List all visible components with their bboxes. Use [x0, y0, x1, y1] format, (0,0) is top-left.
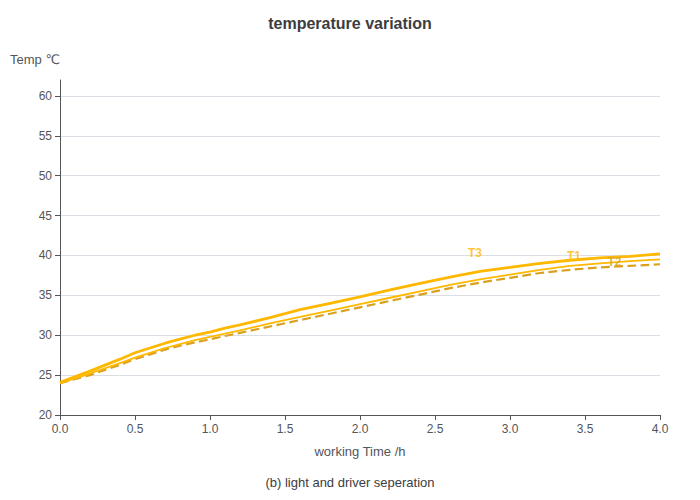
svg-text:55: 55: [39, 129, 53, 143]
svg-text:T3: T3: [468, 246, 482, 260]
svg-text:T1: T1: [567, 249, 581, 263]
svg-text:0.0: 0.0: [52, 422, 69, 436]
svg-text:1.0: 1.0: [202, 422, 219, 436]
svg-text:working Time /h: working Time /h: [313, 444, 405, 459]
svg-text:30: 30: [39, 328, 53, 342]
svg-text:45: 45: [39, 209, 53, 223]
svg-text:50: 50: [39, 169, 53, 183]
svg-text:35: 35: [39, 288, 53, 302]
svg-text:2.0: 2.0: [352, 422, 369, 436]
svg-text:Temp ℃: Temp ℃: [10, 52, 60, 67]
svg-text:40: 40: [39, 248, 53, 262]
svg-text:3.0: 3.0: [502, 422, 519, 436]
svg-text:20: 20: [39, 408, 53, 422]
svg-text:1.5: 1.5: [277, 422, 294, 436]
svg-text:T2: T2: [608, 255, 622, 269]
svg-text:0.5: 0.5: [127, 422, 144, 436]
svg-text:60: 60: [39, 89, 53, 103]
svg-text:temperature variation: temperature variation: [268, 15, 432, 32]
svg-text:(b) light and driver seperatio: (b) light and driver seperation: [265, 475, 434, 490]
svg-text:3.5: 3.5: [577, 422, 594, 436]
svg-text:25: 25: [39, 368, 53, 382]
svg-text:4.0: 4.0: [652, 422, 669, 436]
svg-text:2.5: 2.5: [427, 422, 444, 436]
